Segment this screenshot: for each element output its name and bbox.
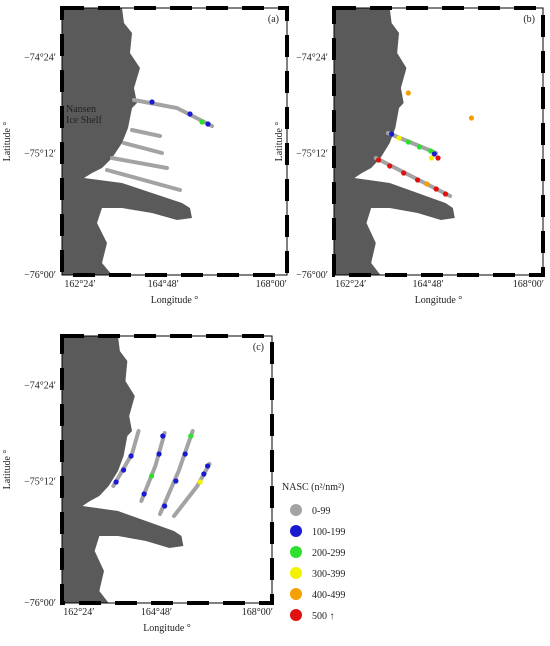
survey-track	[110, 156, 169, 170]
nasc-dot	[435, 155, 441, 161]
nasc-dot	[141, 491, 147, 497]
nasc-dot	[405, 90, 411, 96]
x-tick-label: 168°00′	[513, 279, 544, 290]
survey-track	[158, 429, 195, 516]
land	[334, 8, 455, 275]
legend: NASC (n²/nm²) 0-99 100-199 200-299 300-399 40…	[282, 482, 345, 622]
y-tick-label: −74°24′	[296, 52, 328, 63]
nasc-dot	[401, 170, 407, 176]
panel-label: (c)	[253, 342, 264, 353]
legend-swatch	[290, 588, 302, 600]
nasc-dot	[201, 471, 207, 477]
y-tick-label: −76°00′	[24, 270, 56, 281]
legend-label: 200-299	[312, 548, 345, 559]
x-tick-label: 164°48′	[148, 279, 179, 290]
nasc-dot	[113, 479, 119, 485]
nasc-dot	[396, 135, 402, 141]
nasc-dot	[405, 139, 411, 145]
x-tick-label: 162°24′	[63, 607, 94, 618]
nasc-dot	[188, 433, 194, 439]
y-tick-label: −74°24′	[24, 52, 56, 63]
nasc-dot	[415, 177, 421, 183]
legend-label: 500 ↑	[312, 611, 335, 622]
map-panel: (b) −74°24′ −75°12′ −76°00′ 162°24′ 164°48′ 16…	[274, 6, 545, 306]
x-axis-label: Longitude °	[143, 623, 191, 634]
y-tick-label: −76°00′	[24, 598, 56, 609]
nasc-dot	[424, 181, 430, 187]
nasc-dot	[162, 503, 168, 509]
nasc-dot	[442, 191, 449, 197]
x-tick-label: 162°24′	[64, 279, 95, 290]
y-tick-label: −75°12′	[24, 149, 56, 160]
legend-swatch	[290, 525, 302, 537]
x-tick-label: 164°48′	[412, 279, 443, 290]
survey-track	[132, 98, 214, 128]
survey-track	[122, 141, 164, 155]
y-axis-label: Latitude °	[2, 122, 13, 162]
nasc-dot	[160, 433, 166, 439]
land	[62, 8, 192, 275]
frame-ticks	[60, 334, 274, 605]
frame-ticks	[332, 6, 545, 277]
legend-label: 0-99	[312, 506, 330, 517]
nasc-dot	[387, 163, 393, 169]
legend-label: 100-199	[312, 527, 345, 538]
legend-title: NASC (n²/nm²)	[282, 482, 344, 493]
legend-swatch	[290, 546, 302, 558]
panel-label: (b)	[523, 14, 535, 25]
nasc-dot	[205, 463, 211, 469]
panel-label: (a)	[268, 14, 279, 25]
nasc-dot	[197, 479, 203, 485]
y-axis-label: Latitude °	[274, 122, 285, 162]
legend-label: 400-499	[312, 590, 345, 601]
nasc-dot	[199, 119, 205, 125]
survey-track	[105, 168, 182, 192]
nasc-dot	[433, 186, 439, 192]
nasc-dot	[416, 144, 423, 150]
nasc-dot	[388, 131, 395, 137]
land	[62, 336, 184, 603]
nasc-dot	[468, 115, 475, 121]
survey-track	[139, 431, 167, 503]
x-tick-label: 162°24′	[335, 279, 366, 290]
nasc-dot	[173, 478, 179, 484]
nasc-dot	[156, 451, 162, 457]
y-axis-label: Latitude °	[2, 450, 13, 490]
nasc-dot	[149, 99, 155, 105]
x-axis-label: Longitude °	[151, 295, 199, 306]
legend-swatch	[290, 609, 302, 621]
map-panel: (a) −74°24′ −75°12′ −76°00′ 162°24′ 164°48′ 16…	[2, 6, 289, 306]
x-tick-label: 168°00′	[242, 607, 273, 618]
frame-ticks	[60, 6, 289, 277]
x-axis-label: Longitude °	[415, 295, 463, 306]
annotation: Nansen	[66, 104, 96, 115]
nasc-dot	[428, 148, 434, 154]
legend-swatch	[290, 504, 302, 516]
map-panel: (c) −74°24′ −75°12′ −76°00′ 162°24′ 164°48′ 16…	[2, 334, 274, 634]
y-tick-label: −74°24′	[24, 380, 56, 391]
nasc-dot	[182, 451, 188, 457]
y-tick-label: −75°12′	[296, 149, 328, 160]
legend-swatch	[290, 567, 302, 579]
nasc-dot	[187, 111, 193, 117]
nasc-dot	[375, 157, 382, 163]
legend-label: 300-399	[312, 569, 345, 580]
survey-track	[172, 462, 212, 518]
nasc-dot	[428, 155, 435, 161]
survey-track	[385, 131, 439, 155]
nasc-dot	[128, 453, 134, 459]
x-tick-label: 164°48′	[141, 607, 172, 618]
nasc-dot	[431, 151, 437, 157]
nasc-dot	[121, 467, 127, 473]
y-tick-label: −76°00′	[296, 270, 328, 281]
survey-track	[130, 128, 162, 138]
x-tick-label: 168°00′	[256, 279, 287, 290]
nasc-dot	[205, 121, 211, 127]
annotation: Ice Shelf	[66, 115, 102, 126]
nasc-dot	[149, 473, 155, 479]
y-tick-label: −75°12′	[24, 477, 56, 488]
